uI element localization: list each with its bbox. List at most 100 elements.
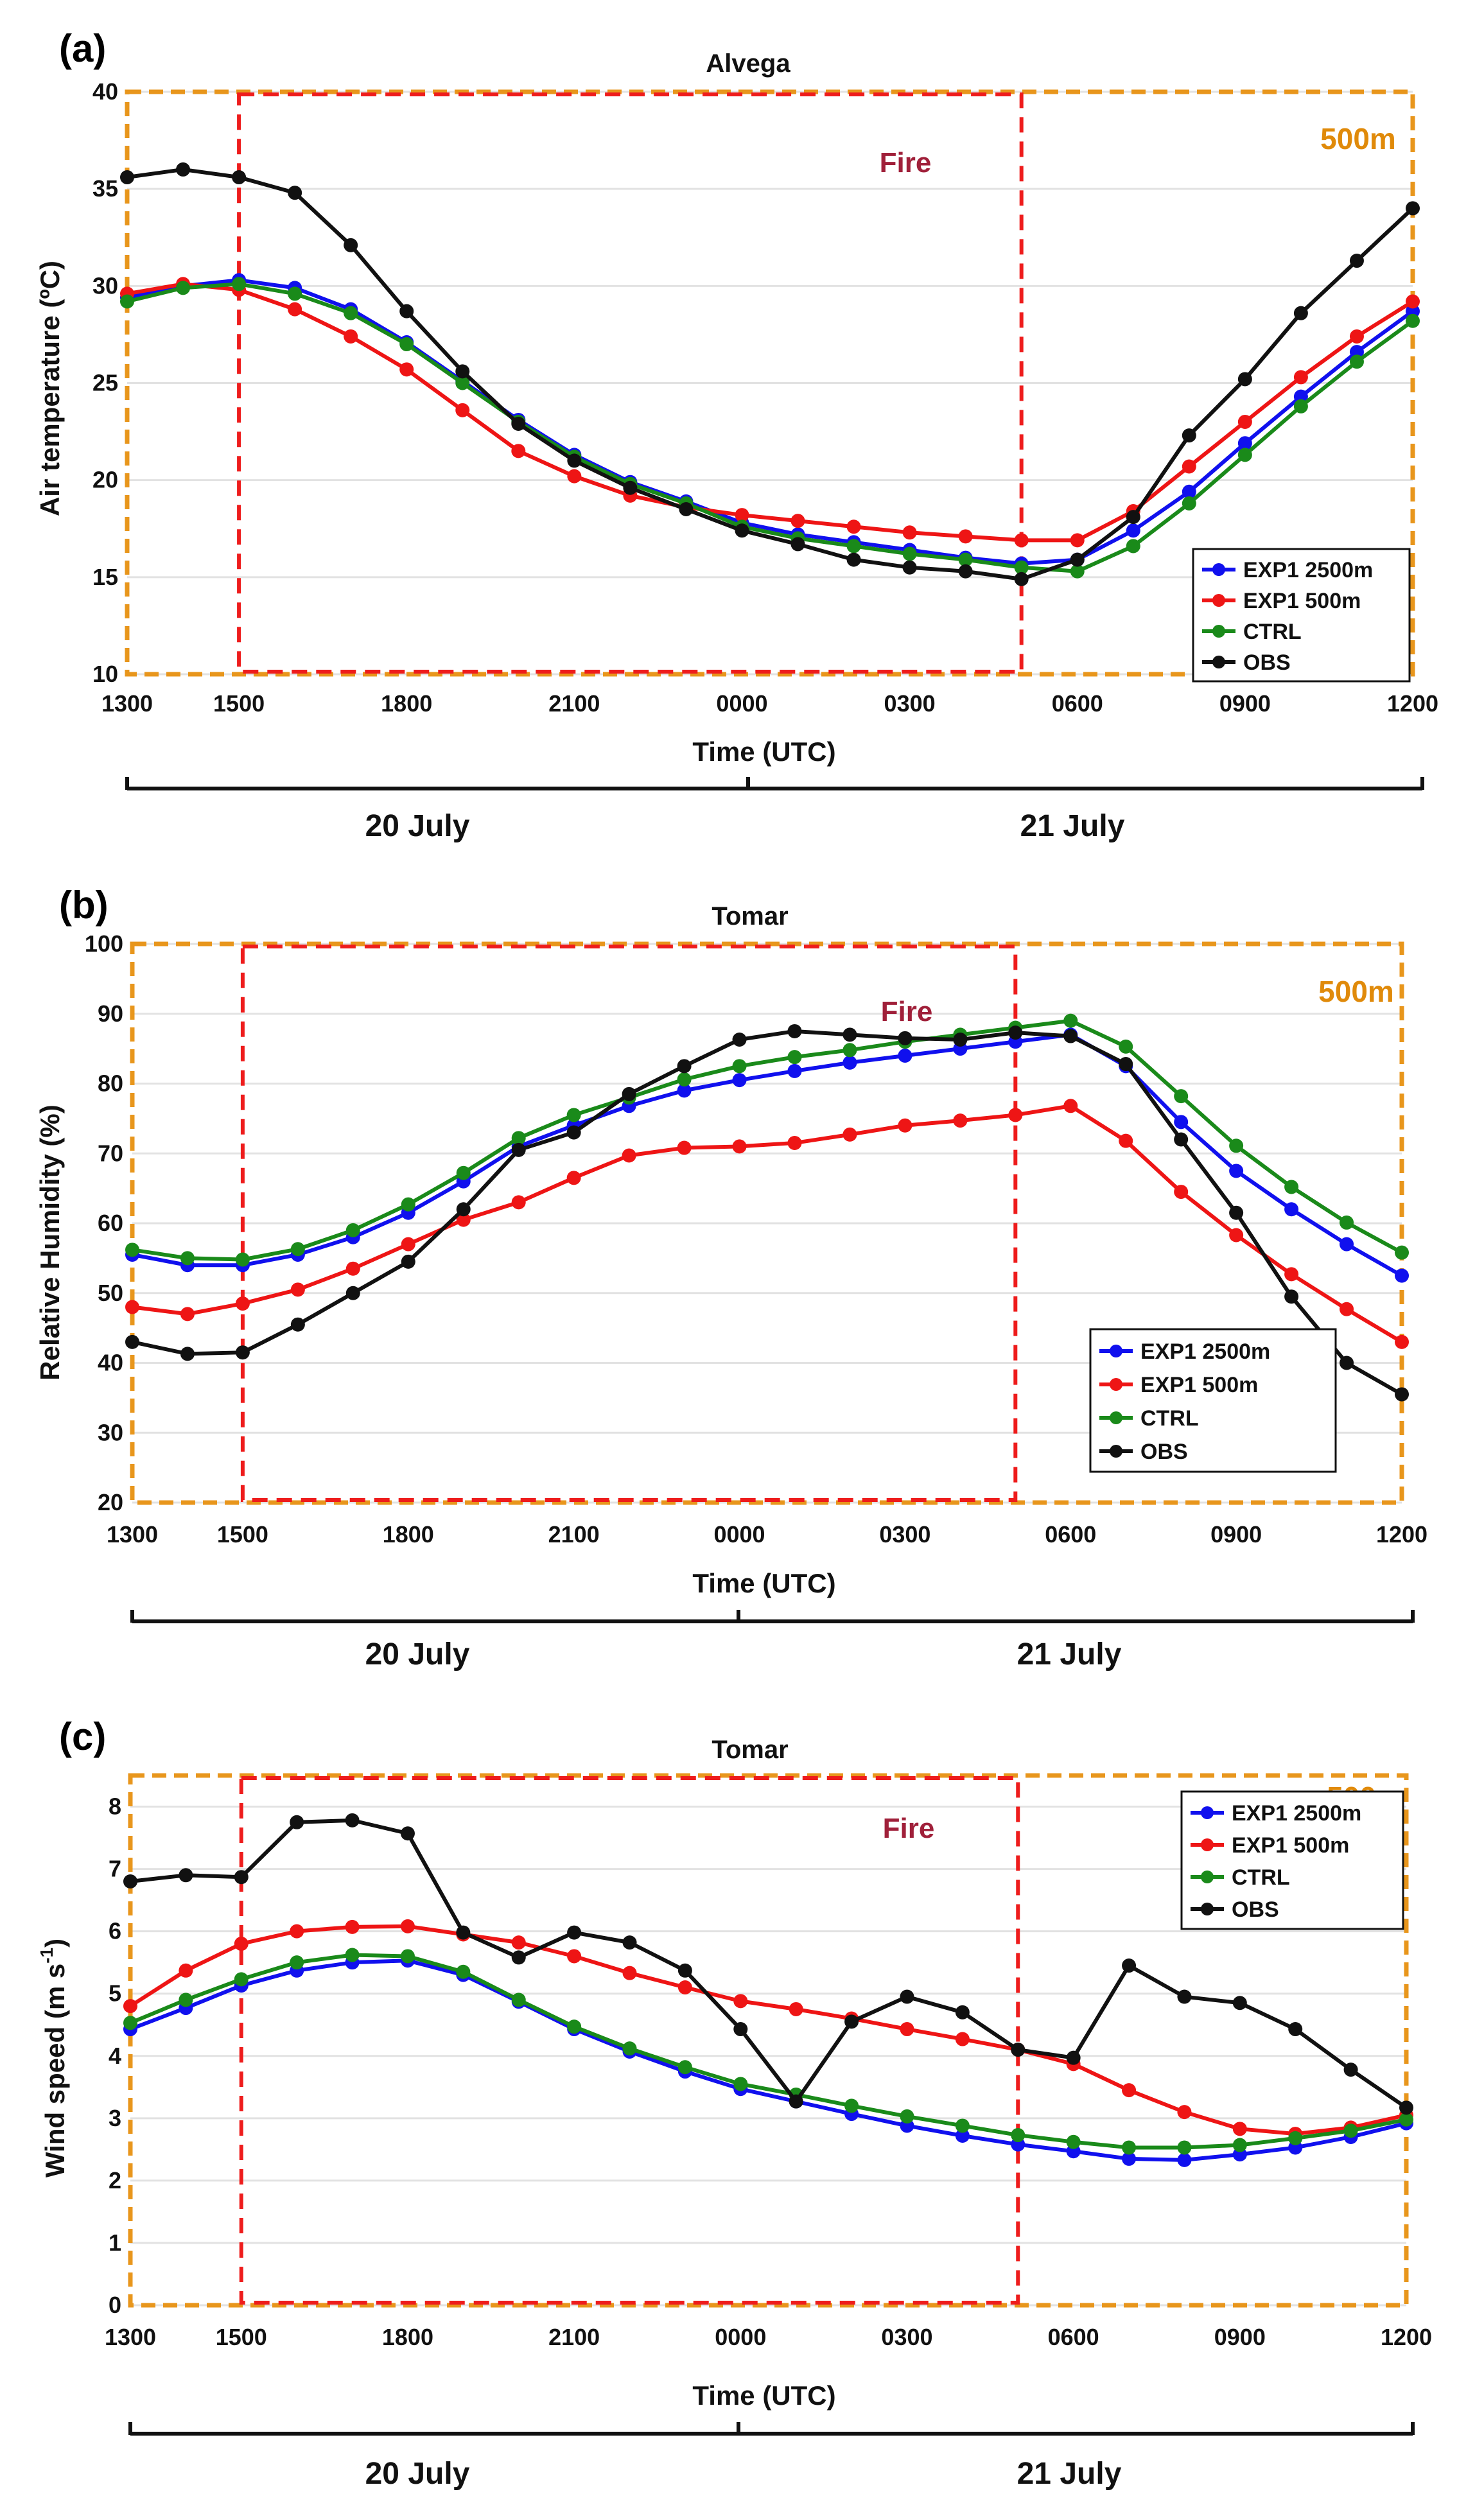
data-point	[1122, 2083, 1137, 2098]
data-point	[1284, 1267, 1299, 1282]
data-point	[1288, 2022, 1303, 2037]
y-tick-label: 5	[109, 1980, 121, 2007]
data-point	[1399, 2100, 1413, 2115]
data-point	[567, 453, 582, 468]
data-point	[733, 2022, 748, 2037]
data-point	[955, 2032, 970, 2046]
legend-entry: OBS	[1232, 1897, 1279, 1922]
x-axis-label: Time (UTC)	[692, 2380, 835, 2411]
data-point	[179, 1963, 193, 1978]
data-point	[958, 564, 973, 579]
data-point	[1014, 571, 1029, 586]
data-point	[842, 1055, 857, 1070]
y-tick-label: 10	[92, 661, 118, 687]
data-point	[345, 1286, 360, 1300]
y-tick-label: 0	[109, 2292, 121, 2318]
data-point	[399, 362, 414, 377]
data-point	[1174, 1115, 1189, 1130]
x-tick-label: 1500	[217, 1521, 268, 1548]
data-point	[456, 1202, 471, 1217]
x-tick-label: 0000	[716, 690, 767, 717]
legend-swatch-marker	[1110, 1345, 1122, 1357]
data-point	[1119, 1039, 1133, 1054]
y-tick-label: 60	[98, 1210, 123, 1236]
data-point	[290, 1242, 305, 1257]
data-point	[623, 480, 638, 495]
chart-title: Alvega	[706, 49, 790, 78]
data-point	[1119, 1133, 1133, 1148]
y-tick-label: 15	[92, 564, 118, 590]
data-point	[1182, 484, 1196, 499]
data-point	[345, 1813, 360, 1827]
data-point	[1070, 533, 1085, 548]
data-point	[345, 1223, 360, 1237]
data-point	[1174, 1185, 1189, 1199]
data-point	[123, 1874, 137, 1888]
data-point	[179, 1993, 193, 2007]
data-point	[898, 1049, 912, 1063]
series-obs	[125, 1024, 1409, 1402]
data-point	[1070, 564, 1085, 579]
data-point	[344, 306, 358, 320]
legend-entry: EXP1 500m	[1232, 1833, 1349, 1858]
data-point	[1174, 1089, 1189, 1104]
data-point	[1349, 254, 1364, 268]
data-point	[1395, 1387, 1409, 1402]
data-point	[902, 525, 917, 540]
y-tick-label: 6	[109, 1918, 121, 1944]
data-point	[345, 1261, 360, 1276]
data-point	[344, 329, 358, 344]
chart-title: Tomar	[711, 902, 788, 930]
data-point	[1293, 370, 1308, 385]
data-point	[900, 1989, 914, 2004]
legend-box	[1192, 548, 1411, 683]
data-point	[1395, 1268, 1409, 1283]
date-label: 20 July	[365, 809, 470, 843]
data-point	[290, 1282, 305, 1297]
series-line	[129, 1953, 1407, 2150]
data-point	[1011, 2128, 1026, 2143]
data-point	[235, 1345, 250, 1360]
series-lines	[123, 1813, 1413, 2167]
data-point	[732, 1139, 747, 1154]
chart-title: Tomar	[711, 1736, 788, 1764]
y-tick-labels: 0 1 2 3 4 5 6 7 8	[109, 1793, 121, 2318]
data-point	[511, 1950, 526, 1965]
data-point	[844, 2098, 859, 2113]
data-point	[290, 1317, 305, 1332]
series-line	[127, 282, 1414, 573]
data-point	[1284, 1202, 1299, 1217]
data-point	[622, 1935, 637, 1950]
data-point	[511, 1935, 526, 1950]
data-point	[1406, 313, 1420, 328]
y-axis-label: Wind speed (m s-1)	[37, 1939, 70, 2177]
data-point	[1340, 1237, 1354, 1252]
x-tick-label: 0900	[1210, 1521, 1262, 1548]
data-point	[125, 1334, 139, 1349]
x-tick-label: 0300	[884, 690, 936, 717]
data-point	[125, 1243, 139, 1257]
data-point	[455, 376, 470, 390]
data-point	[1229, 1138, 1244, 1153]
data-point	[955, 2118, 970, 2133]
legend-swatch-marker	[1212, 563, 1225, 576]
legend-entry: EXP1 2500m	[1140, 1339, 1270, 1364]
y-axis-label-close: )	[40, 1939, 70, 1948]
data-point	[511, 1131, 526, 1146]
x-tick-label: 0600	[1048, 2324, 1099, 2350]
data-point	[401, 1197, 415, 1212]
y-tick-label: 1	[109, 2229, 121, 2256]
x-tick-label: 1500	[213, 690, 265, 717]
fire-label: Fire	[880, 147, 932, 179]
data-point	[732, 1059, 747, 1074]
data-point	[900, 2022, 914, 2037]
x-tick-label: 2100	[548, 1521, 600, 1548]
data-point	[1232, 2138, 1247, 2152]
data-point	[290, 1955, 304, 1970]
data-point	[511, 1195, 526, 1210]
y-axis-label: Relative Humidity (%)	[35, 1104, 65, 1380]
x-tick-label: 0900	[1214, 2324, 1266, 2350]
data-point	[1284, 1180, 1299, 1194]
data-point	[399, 337, 414, 352]
